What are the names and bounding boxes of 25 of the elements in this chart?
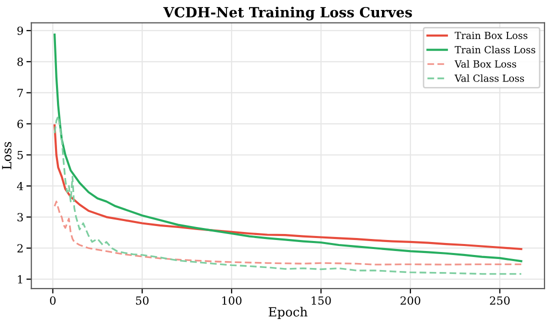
y-tick-label: 3 — [17, 213, 23, 222]
x-tick-label: 50 — [136, 296, 149, 305]
y-tick-label: 2 — [17, 244, 23, 252]
line-series — [54, 115, 522, 275]
y-tick-label: 1 — [18, 275, 22, 284]
y-axis-title: Loss — [2, 142, 12, 170]
y-tick-label: 6 — [17, 120, 24, 128]
legend-label: Train Box Loss — [454, 32, 528, 40]
x-tick-label: 250 — [490, 296, 510, 305]
legend-label: Val Box Loss — [454, 60, 516, 68]
y-tick-label: 7 — [18, 88, 23, 97]
y-tick-label: 8 — [17, 58, 23, 66]
x-axis-title: Epoch — [268, 306, 308, 319]
chart-title: VCDH-Net Training Loss Curves — [163, 6, 412, 20]
legend-label: Train Class Loss — [454, 46, 536, 54]
line-series — [54, 200, 522, 266]
y-tick-label: 9 — [17, 26, 23, 35]
y-tick-label: 5 — [18, 151, 23, 160]
x-tick-label: 200 — [400, 296, 420, 305]
legend-label: Val Class Loss — [454, 74, 524, 82]
x-tick-label: 100 — [222, 296, 242, 305]
line-series — [54, 124, 522, 250]
x-tick-label: 150 — [312, 296, 331, 305]
x-tick-label: 0 — [50, 296, 56, 305]
y-tick-label: 4 — [16, 182, 24, 190]
